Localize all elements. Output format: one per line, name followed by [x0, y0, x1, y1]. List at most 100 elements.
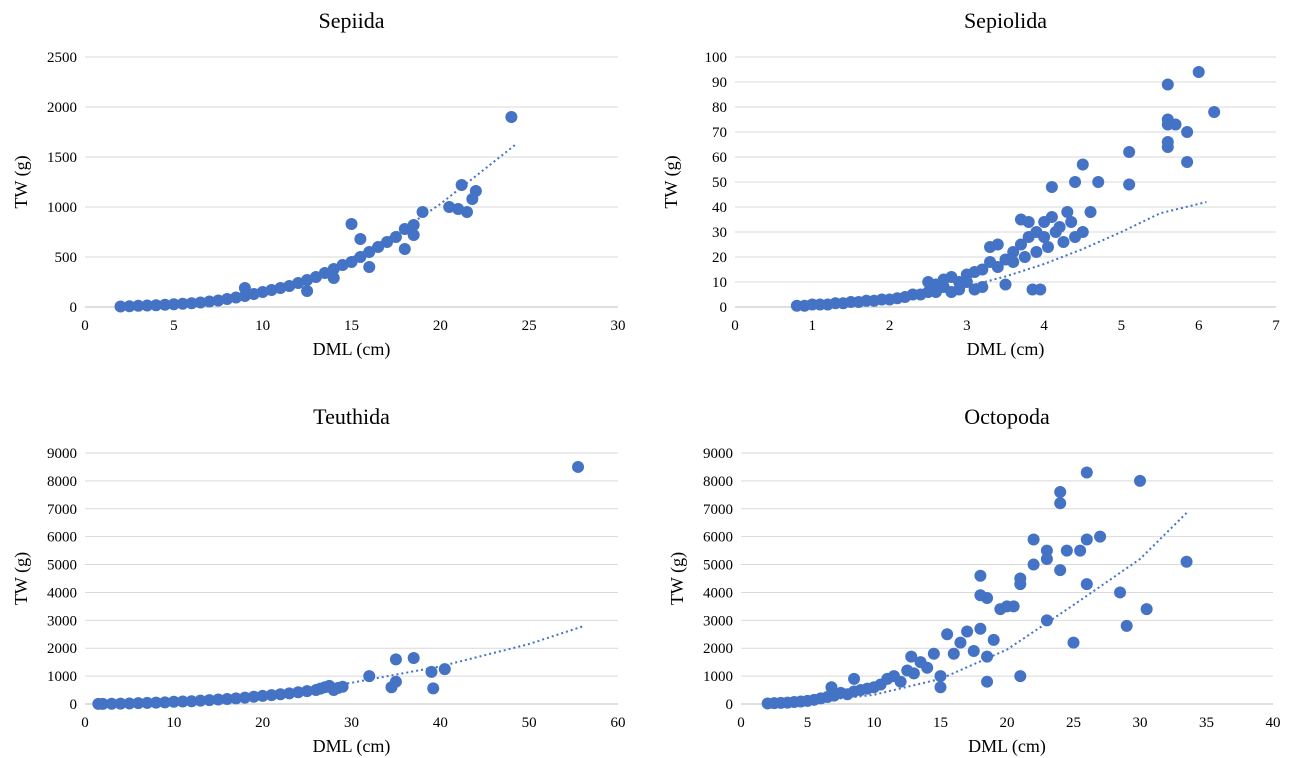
- y-tick-label-sepiida: 500: [55, 250, 78, 266]
- data-point-teuthida: [238, 691, 251, 704]
- y-tick-label-teuthida: 7000: [47, 502, 77, 518]
- data-point-octopoda: [921, 661, 934, 674]
- data-point-sepiolida: [976, 281, 989, 293]
- data-point-octopoda: [1027, 533, 1040, 546]
- data-point-octopoda: [1180, 555, 1193, 568]
- data-point-octopoda: [987, 633, 1000, 646]
- y-axis-label-teuthida: TW (g): [11, 552, 32, 605]
- data-point-teuthida: [407, 651, 420, 664]
- data-point-sepiolida: [1030, 246, 1043, 258]
- data-point-octopoda: [947, 647, 960, 660]
- y-tick-label-teuthida: 1000: [47, 669, 77, 685]
- data-point-octopoda: [981, 592, 994, 605]
- data-point-sepiolida: [1061, 206, 1074, 218]
- data-point-octopoda: [927, 647, 940, 660]
- data-point-teuthida: [105, 697, 118, 710]
- data-point-teuthida: [292, 686, 305, 699]
- y-tick-label-sepiida: 1500: [47, 150, 77, 166]
- y-tick-label-octopoda: 5000: [703, 558, 733, 574]
- data-point-sepiida: [230, 291, 243, 304]
- y-tick-label-teuthida: 3000: [47, 613, 77, 629]
- y-tick-label-sepiida: 2500: [47, 50, 77, 66]
- x-tick-label-teuthida: 40: [433, 715, 448, 731]
- data-point-octopoda: [1134, 474, 1146, 487]
- y-tick-label-sepiolida: 0: [720, 300, 728, 316]
- data-point-sepiolida: [1045, 181, 1058, 193]
- data-point-octopoda: [1120, 619, 1133, 632]
- data-point-sepiida: [354, 233, 367, 245]
- x-tick-label-sepiolida: 4: [1040, 318, 1048, 334]
- data-point-sepiolida: [1092, 176, 1105, 188]
- trend-line-teuthida: [98, 625, 583, 705]
- data-point-octopoda: [1080, 466, 1093, 479]
- data-point-octopoda: [941, 628, 954, 641]
- data-point-sepiida: [407, 219, 420, 231]
- data-point-sepiida: [238, 282, 251, 294]
- data-point-octopoda: [1140, 603, 1153, 616]
- y-tick-label-octopoda: 4000: [703, 585, 733, 601]
- data-point-octopoda: [1040, 614, 1053, 627]
- x-tick-label-sepiida: 5: [170, 318, 178, 334]
- x-tick-label-sepiida: 25: [522, 318, 537, 334]
- x-tick-label-octopoda: 20: [1000, 715, 1015, 731]
- data-point-sepiolida: [999, 278, 1012, 291]
- data-point-sepiolida: [1057, 236, 1070, 248]
- data-point-sepiolida: [1161, 78, 1174, 91]
- y-tick-label-octopoda: 6000: [703, 530, 733, 546]
- data-point-octopoda: [1040, 552, 1053, 565]
- x-axis-label-sepiolida: DML (cm): [967, 339, 1045, 360]
- x-tick-label-teuthida: 10: [166, 715, 181, 731]
- y-tick-label-teuthida: 5000: [47, 558, 77, 574]
- y-tick-label-teuthida: 9000: [47, 446, 77, 462]
- data-point-sepiida: [505, 111, 518, 123]
- y-tick-label-teuthida: 8000: [47, 474, 77, 490]
- y-tick-label-teuthida: 0: [70, 697, 78, 713]
- x-tick-label-sepiida: 20: [433, 318, 448, 334]
- data-point-sepiolida: [1018, 251, 1031, 263]
- data-point-octopoda: [1040, 544, 1053, 557]
- y-tick-label-sepiida: 2000: [47, 100, 77, 116]
- data-point-octopoda: [905, 650, 918, 663]
- y-tick-label-sepiida: 0: [70, 300, 78, 316]
- trend-line-sepiolida: [796, 201, 1207, 307]
- y-tick-label-teuthida: 2000: [47, 641, 77, 657]
- data-point-sepiida: [194, 296, 207, 309]
- y-tick-label-teuthida: 4000: [47, 585, 77, 601]
- data-point-sepiida: [203, 295, 216, 308]
- x-axis-label-octopoda: DML (cm): [968, 736, 1046, 757]
- data-point-teuthida: [427, 682, 440, 695]
- y-tick-label-octopoda: 0: [726, 697, 734, 713]
- data-point-octopoda: [1080, 578, 1093, 591]
- x-tick-label-sepiolida: 5: [1118, 318, 1126, 334]
- y-axis-label-octopoda: TW (g): [667, 552, 688, 605]
- y-tick-label-sepiolida: 70: [712, 125, 727, 141]
- data-point-sepiida: [327, 272, 340, 284]
- x-tick-label-sepiida: 30: [611, 318, 626, 334]
- data-point-teuthida: [438, 663, 451, 676]
- x-tick-label-sepiida: 15: [344, 318, 359, 334]
- data-point-sepiida: [372, 241, 385, 253]
- data-point-teuthida: [283, 687, 296, 700]
- x-tick-label-teuthida: 0: [81, 715, 89, 731]
- data-point-sepiida: [363, 261, 376, 273]
- data-point-sepiida: [132, 299, 145, 312]
- data-point-teuthida: [363, 670, 376, 683]
- data-point-teuthida: [150, 696, 163, 709]
- y-tick-label-octopoda: 9000: [703, 446, 733, 462]
- data-point-teuthida: [141, 696, 154, 709]
- data-point-teuthida: [256, 689, 269, 702]
- data-point-teuthida: [212, 693, 225, 706]
- y-tick-label-octopoda: 7000: [703, 502, 733, 518]
- data-point-sepiida: [460, 206, 473, 218]
- data-point-sepiolida: [1042, 241, 1055, 253]
- y-tick-label-sepiolida: 80: [712, 100, 727, 116]
- data-point-sepiolida: [1007, 246, 1020, 258]
- data-point-teuthida: [114, 697, 127, 710]
- panel-teuthida: 0 1000 2000 3000 4000 5000 6000 7000 8000 9000 0 10…: [11, 446, 626, 757]
- x-tick-label-teuthida: 30: [344, 715, 359, 731]
- data-point-sepiolida: [1181, 156, 1194, 168]
- data-point-sepiida: [455, 179, 468, 191]
- x-tick-label-sepiolida: 2: [886, 318, 894, 334]
- chart-title-sepiida: Sepiida: [318, 8, 385, 33]
